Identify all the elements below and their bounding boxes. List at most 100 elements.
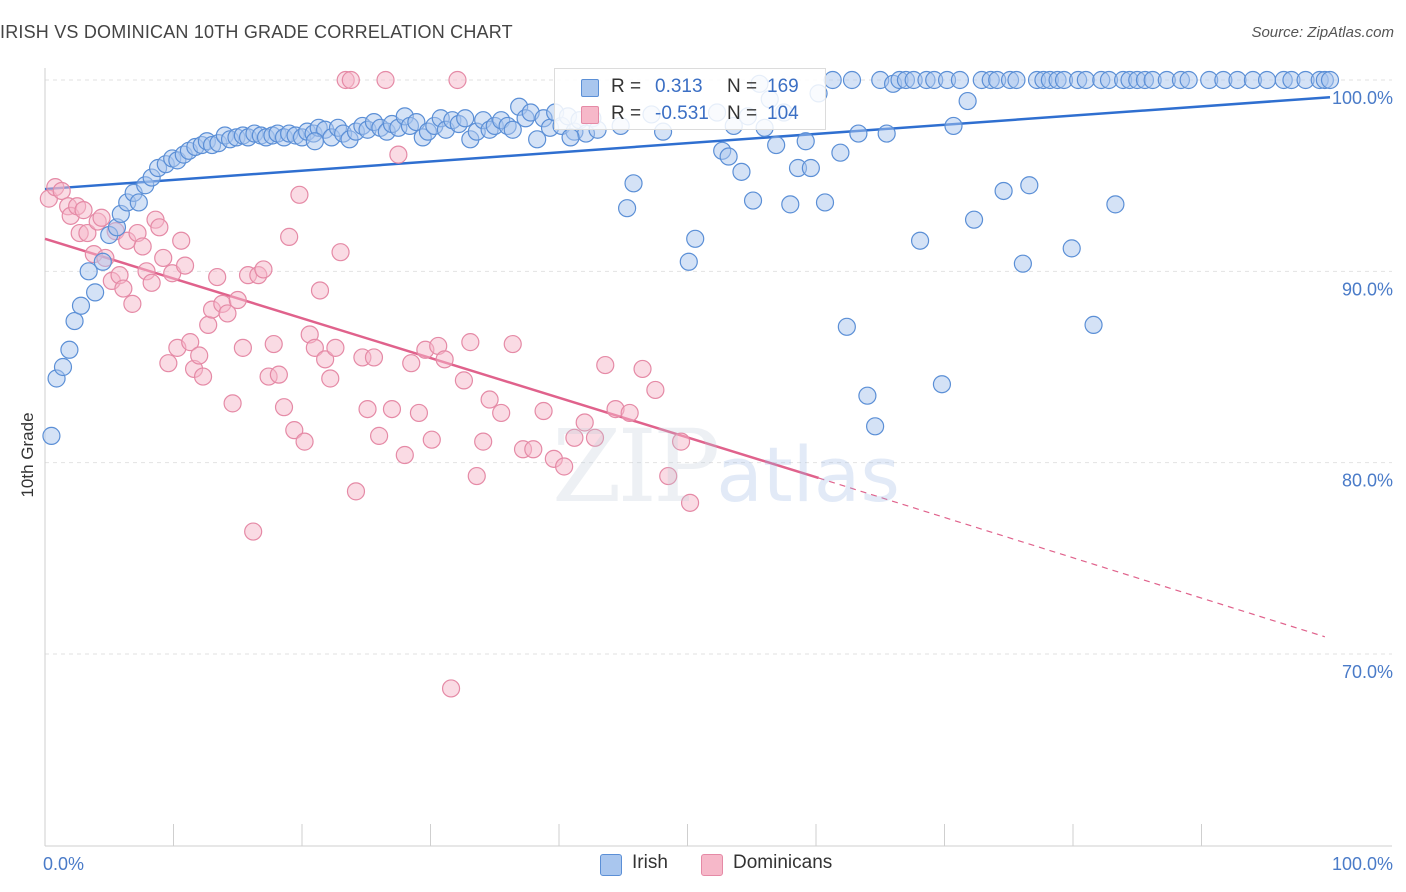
- n-label: N =: [727, 76, 758, 97]
- data-point: [624, 174, 643, 193]
- data-point: [474, 432, 493, 451]
- data-point: [781, 195, 800, 214]
- data-point: [565, 428, 584, 447]
- watermark-atlas: atlas: [716, 430, 900, 519]
- data-point: [524, 440, 543, 459]
- data-point: [448, 70, 467, 90]
- data-point: [382, 399, 402, 419]
- legend-swatch-dominicans: [581, 106, 599, 124]
- data-point: [150, 218, 169, 237]
- n-value: 169: [767, 76, 799, 97]
- data-point: [456, 109, 475, 128]
- n-value: 104: [767, 103, 799, 124]
- data-point: [305, 132, 324, 151]
- data-point: [331, 243, 350, 262]
- legend-swatch-irish: [600, 854, 622, 876]
- legend-swatch-irish: [581, 79, 599, 97]
- legend-label-dominicans: Dominicans: [733, 852, 833, 873]
- data-point: [1062, 239, 1081, 258]
- data-point: [944, 116, 963, 136]
- r-value: 0.313: [655, 76, 703, 97]
- data-point: [849, 124, 868, 143]
- stats-row-irish: R = 0.313 N = 169: [555, 73, 825, 101]
- y-tick-label: 70.0%: [1342, 662, 1393, 682]
- series-legend: Irish Dominicans: [0, 851, 1406, 879]
- data-point: [154, 248, 173, 268]
- data-point: [1106, 195, 1125, 214]
- n-label: N =: [727, 103, 758, 124]
- data-point: [555, 457, 574, 476]
- data-point: [1007, 70, 1026, 90]
- x-tick-label: 0.0%: [43, 854, 84, 874]
- data-point: [441, 679, 461, 698]
- data-point: [358, 399, 377, 419]
- data-point: [618, 199, 637, 218]
- data-point: [837, 317, 856, 336]
- data-point: [503, 120, 522, 139]
- data-point: [129, 193, 148, 212]
- stats-row-dominicans: R = -0.531 N = 104: [555, 100, 825, 128]
- data-point: [364, 348, 384, 367]
- data-point: [858, 386, 877, 405]
- data-point: [958, 91, 977, 111]
- data-point: [831, 143, 850, 162]
- data-point: [74, 201, 93, 220]
- data-point: [467, 466, 486, 486]
- data-point: [732, 162, 751, 181]
- data-point: [409, 403, 429, 423]
- data-point: [395, 445, 414, 465]
- x-tick-label: 100.0%: [1332, 854, 1393, 874]
- data-point: [402, 354, 421, 373]
- data-point: [877, 124, 896, 143]
- stats-legend: R = 0.313 N = 169 R = -0.531 N = 104: [554, 68, 826, 130]
- data-point: [671, 432, 691, 451]
- y-tick-label: 80.0%: [1342, 471, 1393, 491]
- data-point: [321, 369, 340, 388]
- data-point: [534, 401, 553, 421]
- data-point: [680, 493, 700, 512]
- data-point: [326, 338, 345, 357]
- r-label: R =: [611, 76, 642, 97]
- data-point: [480, 390, 499, 409]
- trend-line-extension: [818, 477, 1326, 638]
- y-tick-label: 100.0%: [1332, 88, 1393, 108]
- trend-line-irish: [44, 95, 1331, 191]
- data-point: [964, 210, 984, 229]
- data-point: [719, 147, 738, 166]
- data-point: [159, 354, 178, 373]
- r-value: -0.531: [655, 103, 709, 124]
- points-dominicans: [39, 70, 700, 698]
- data-point: [290, 185, 309, 204]
- data-point: [1076, 70, 1095, 90]
- data-point: [492, 403, 511, 423]
- data-point: [269, 365, 288, 384]
- data-point: [370, 426, 389, 445]
- data-point: [585, 428, 605, 447]
- data-point: [52, 181, 71, 201]
- data-point: [123, 294, 142, 313]
- data-point: [346, 482, 366, 501]
- data-point: [376, 70, 395, 90]
- data-point: [1013, 254, 1032, 273]
- data-point: [65, 311, 84, 331]
- data-point: [280, 227, 299, 246]
- data-point: [190, 346, 209, 365]
- data-point: [305, 338, 324, 357]
- data-point: [454, 371, 474, 390]
- data-point: [528, 130, 547, 149]
- data-point: [79, 262, 98, 281]
- data-point: [244, 522, 263, 541]
- data-point: [285, 421, 304, 440]
- legend-swatch-dominicans: [701, 854, 723, 876]
- data-point: [575, 413, 594, 432]
- data-point: [823, 70, 842, 90]
- data-point: [208, 267, 227, 287]
- data-point: [435, 350, 454, 369]
- data-point: [842, 70, 862, 90]
- data-point: [596, 355, 615, 375]
- data-point: [310, 281, 330, 300]
- data-point: [92, 208, 111, 227]
- chart-title: IRISH VS DOMINICAN 10TH GRADE CORRELATIO…: [0, 22, 513, 42]
- data-point: [199, 315, 218, 335]
- data-point: [994, 181, 1013, 201]
